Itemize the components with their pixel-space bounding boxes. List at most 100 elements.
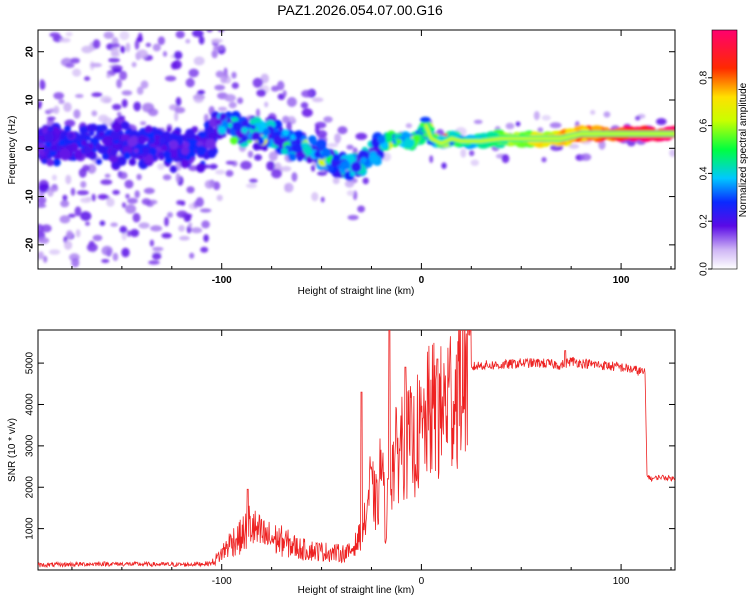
spectrogram-energy-blob bbox=[215, 118, 222, 126]
spectrogram-noise-blob bbox=[132, 212, 141, 223]
spectrogram-noise-blob bbox=[193, 93, 205, 104]
spectrogram-noise-blob bbox=[225, 170, 234, 177]
spectrogram-noise-blob bbox=[174, 111, 179, 122]
spectrogram-noise-blob bbox=[362, 177, 369, 185]
spectrogram-energy-blob bbox=[149, 137, 156, 144]
spectrogram-noise-blob bbox=[38, 237, 50, 244]
spectrogram-noise-blob bbox=[58, 99, 65, 105]
spectrogram-noise-blob bbox=[121, 231, 127, 241]
spectrogram-noise-blob bbox=[121, 90, 133, 96]
snr-ylabel: SNR (10 * v/v) bbox=[7, 418, 18, 482]
spectrogram-noise-blob bbox=[38, 100, 43, 107]
spectrogram-noise-blob bbox=[266, 161, 275, 171]
spectrogram-noise-blob bbox=[75, 229, 81, 238]
spectrogram-noise-blob bbox=[240, 160, 252, 170]
spectrogram-noise-blob bbox=[505, 122, 515, 130]
spectrogram-ytick-label: 10 bbox=[25, 94, 36, 106]
spectrogram-noise-blob bbox=[140, 80, 149, 89]
spectrogram-energy-blob bbox=[188, 150, 196, 158]
spectrogram-energy-blob bbox=[99, 123, 108, 132]
spectrogram-noise-blob bbox=[175, 30, 185, 39]
spectrogram-energy-blob bbox=[159, 137, 166, 144]
spectrogram-noise-blob bbox=[220, 75, 228, 84]
spectrogram-energy-blob bbox=[88, 130, 95, 137]
spectrogram-energy-blob bbox=[257, 138, 265, 145]
spectrogram-noise-blob bbox=[49, 32, 61, 38]
spectrogram-noise-blob bbox=[120, 45, 126, 54]
spectrogram-noise-blob bbox=[72, 68, 82, 77]
snr-xtick-label: 0 bbox=[419, 576, 425, 587]
spectrogram-noise-blob bbox=[73, 109, 81, 119]
spectrogram-energy-blob bbox=[96, 143, 102, 149]
spectrogram-noise-blob bbox=[249, 178, 258, 183]
spectrogram-noise-blob bbox=[252, 77, 263, 88]
spectrogram-noise-blob bbox=[635, 115, 641, 121]
spectrogram-noise-blob bbox=[284, 182, 294, 193]
spectrogram-noise-blob bbox=[63, 102, 72, 112]
spectrogram-noise-blob bbox=[320, 196, 325, 203]
spectrogram-energy-blob bbox=[95, 158, 103, 165]
spectrogram-noise-blob bbox=[231, 82, 239, 89]
spectrogram-noise-blob bbox=[101, 259, 110, 263]
spectrogram-noise-blob bbox=[301, 89, 313, 98]
spectrogram-energy-blob bbox=[252, 142, 261, 151]
spectrogram-energy-blob bbox=[290, 134, 297, 141]
snr-xtick-label: -100 bbox=[212, 576, 232, 587]
spectrogram-noise-blob bbox=[210, 23, 218, 28]
spectrogram-noise-blob bbox=[157, 163, 165, 170]
spectrogram-noise-blob bbox=[125, 42, 131, 53]
spectrogram-noise-blob bbox=[669, 149, 675, 158]
spectrogram-energy-blob bbox=[281, 148, 288, 155]
spectrogram-noise-blob bbox=[145, 42, 152, 48]
spectrogram-noise-blob bbox=[70, 58, 80, 64]
spectrogram-energy-blob bbox=[206, 148, 217, 159]
spectrogram-noise-blob bbox=[164, 75, 177, 82]
spectrogram-noise-blob bbox=[473, 119, 483, 124]
spectrogram-noise-blob bbox=[90, 62, 102, 68]
spectrogram-energy-blob bbox=[127, 137, 137, 147]
spectrogram-noise-blob bbox=[217, 19, 222, 26]
spectrogram-energy-blob bbox=[241, 135, 249, 143]
spectrogram-noise-blob bbox=[282, 115, 290, 124]
spectrogram-noise-blob bbox=[92, 234, 103, 242]
spectrogram-energy-blob bbox=[282, 129, 290, 137]
spectrogram-noise-blob bbox=[65, 174, 72, 185]
spectrogram-noise-blob bbox=[101, 245, 113, 256]
spectrogram-noise-blob bbox=[195, 197, 204, 208]
spectrogram-energy-blob bbox=[101, 152, 109, 160]
spectrogram-noise-blob bbox=[197, 90, 205, 95]
spectrogram-noise-blob bbox=[291, 172, 298, 182]
spectrogram-energy-blob bbox=[68, 132, 74, 139]
spectrogram-noise-blob bbox=[152, 252, 162, 260]
spectrogram-noise-blob bbox=[112, 189, 120, 195]
spectrogram-noise-blob bbox=[228, 101, 237, 109]
spectrogram-noise-blob bbox=[143, 187, 155, 194]
spectrogram-noise-blob bbox=[327, 143, 339, 148]
spectrogram-noise-blob bbox=[315, 125, 320, 135]
spectrogram-energy-blob bbox=[250, 124, 256, 130]
spectrogram-noise-blob bbox=[210, 23, 215, 28]
snr-series-line bbox=[38, 330, 675, 568]
spectrogram-energy-blob bbox=[74, 150, 84, 160]
spectrogram-energy-blob bbox=[109, 154, 119, 163]
spectrogram-noise-blob bbox=[39, 79, 45, 87]
snr-ytick-label: 5000 bbox=[25, 352, 36, 375]
spectrogram-energy-blob bbox=[198, 130, 207, 139]
spectrogram-noise-blob bbox=[91, 92, 103, 97]
spectrogram-noise-blob bbox=[92, 39, 101, 49]
spectrogram-noise-blob bbox=[85, 221, 90, 226]
spectrogram-noise-blob bbox=[59, 215, 71, 224]
spectrogram-energy-blob bbox=[166, 126, 172, 132]
spectrogram-noise-blob bbox=[100, 95, 112, 104]
spectrogram-energy-blob bbox=[360, 157, 367, 164]
spectrogram-noise-blob bbox=[254, 154, 262, 161]
spectrogram-noise-blob bbox=[164, 216, 169, 227]
spectrogram-energy-blob bbox=[227, 122, 234, 128]
spectrogram-noise-blob bbox=[59, 37, 71, 43]
colorbar-gradient bbox=[711, 29, 738, 270]
spectrogram-noise-blob bbox=[268, 151, 278, 161]
spectrogram-noise-blob bbox=[334, 135, 341, 144]
spectrogram-energy-blob bbox=[44, 132, 54, 143]
